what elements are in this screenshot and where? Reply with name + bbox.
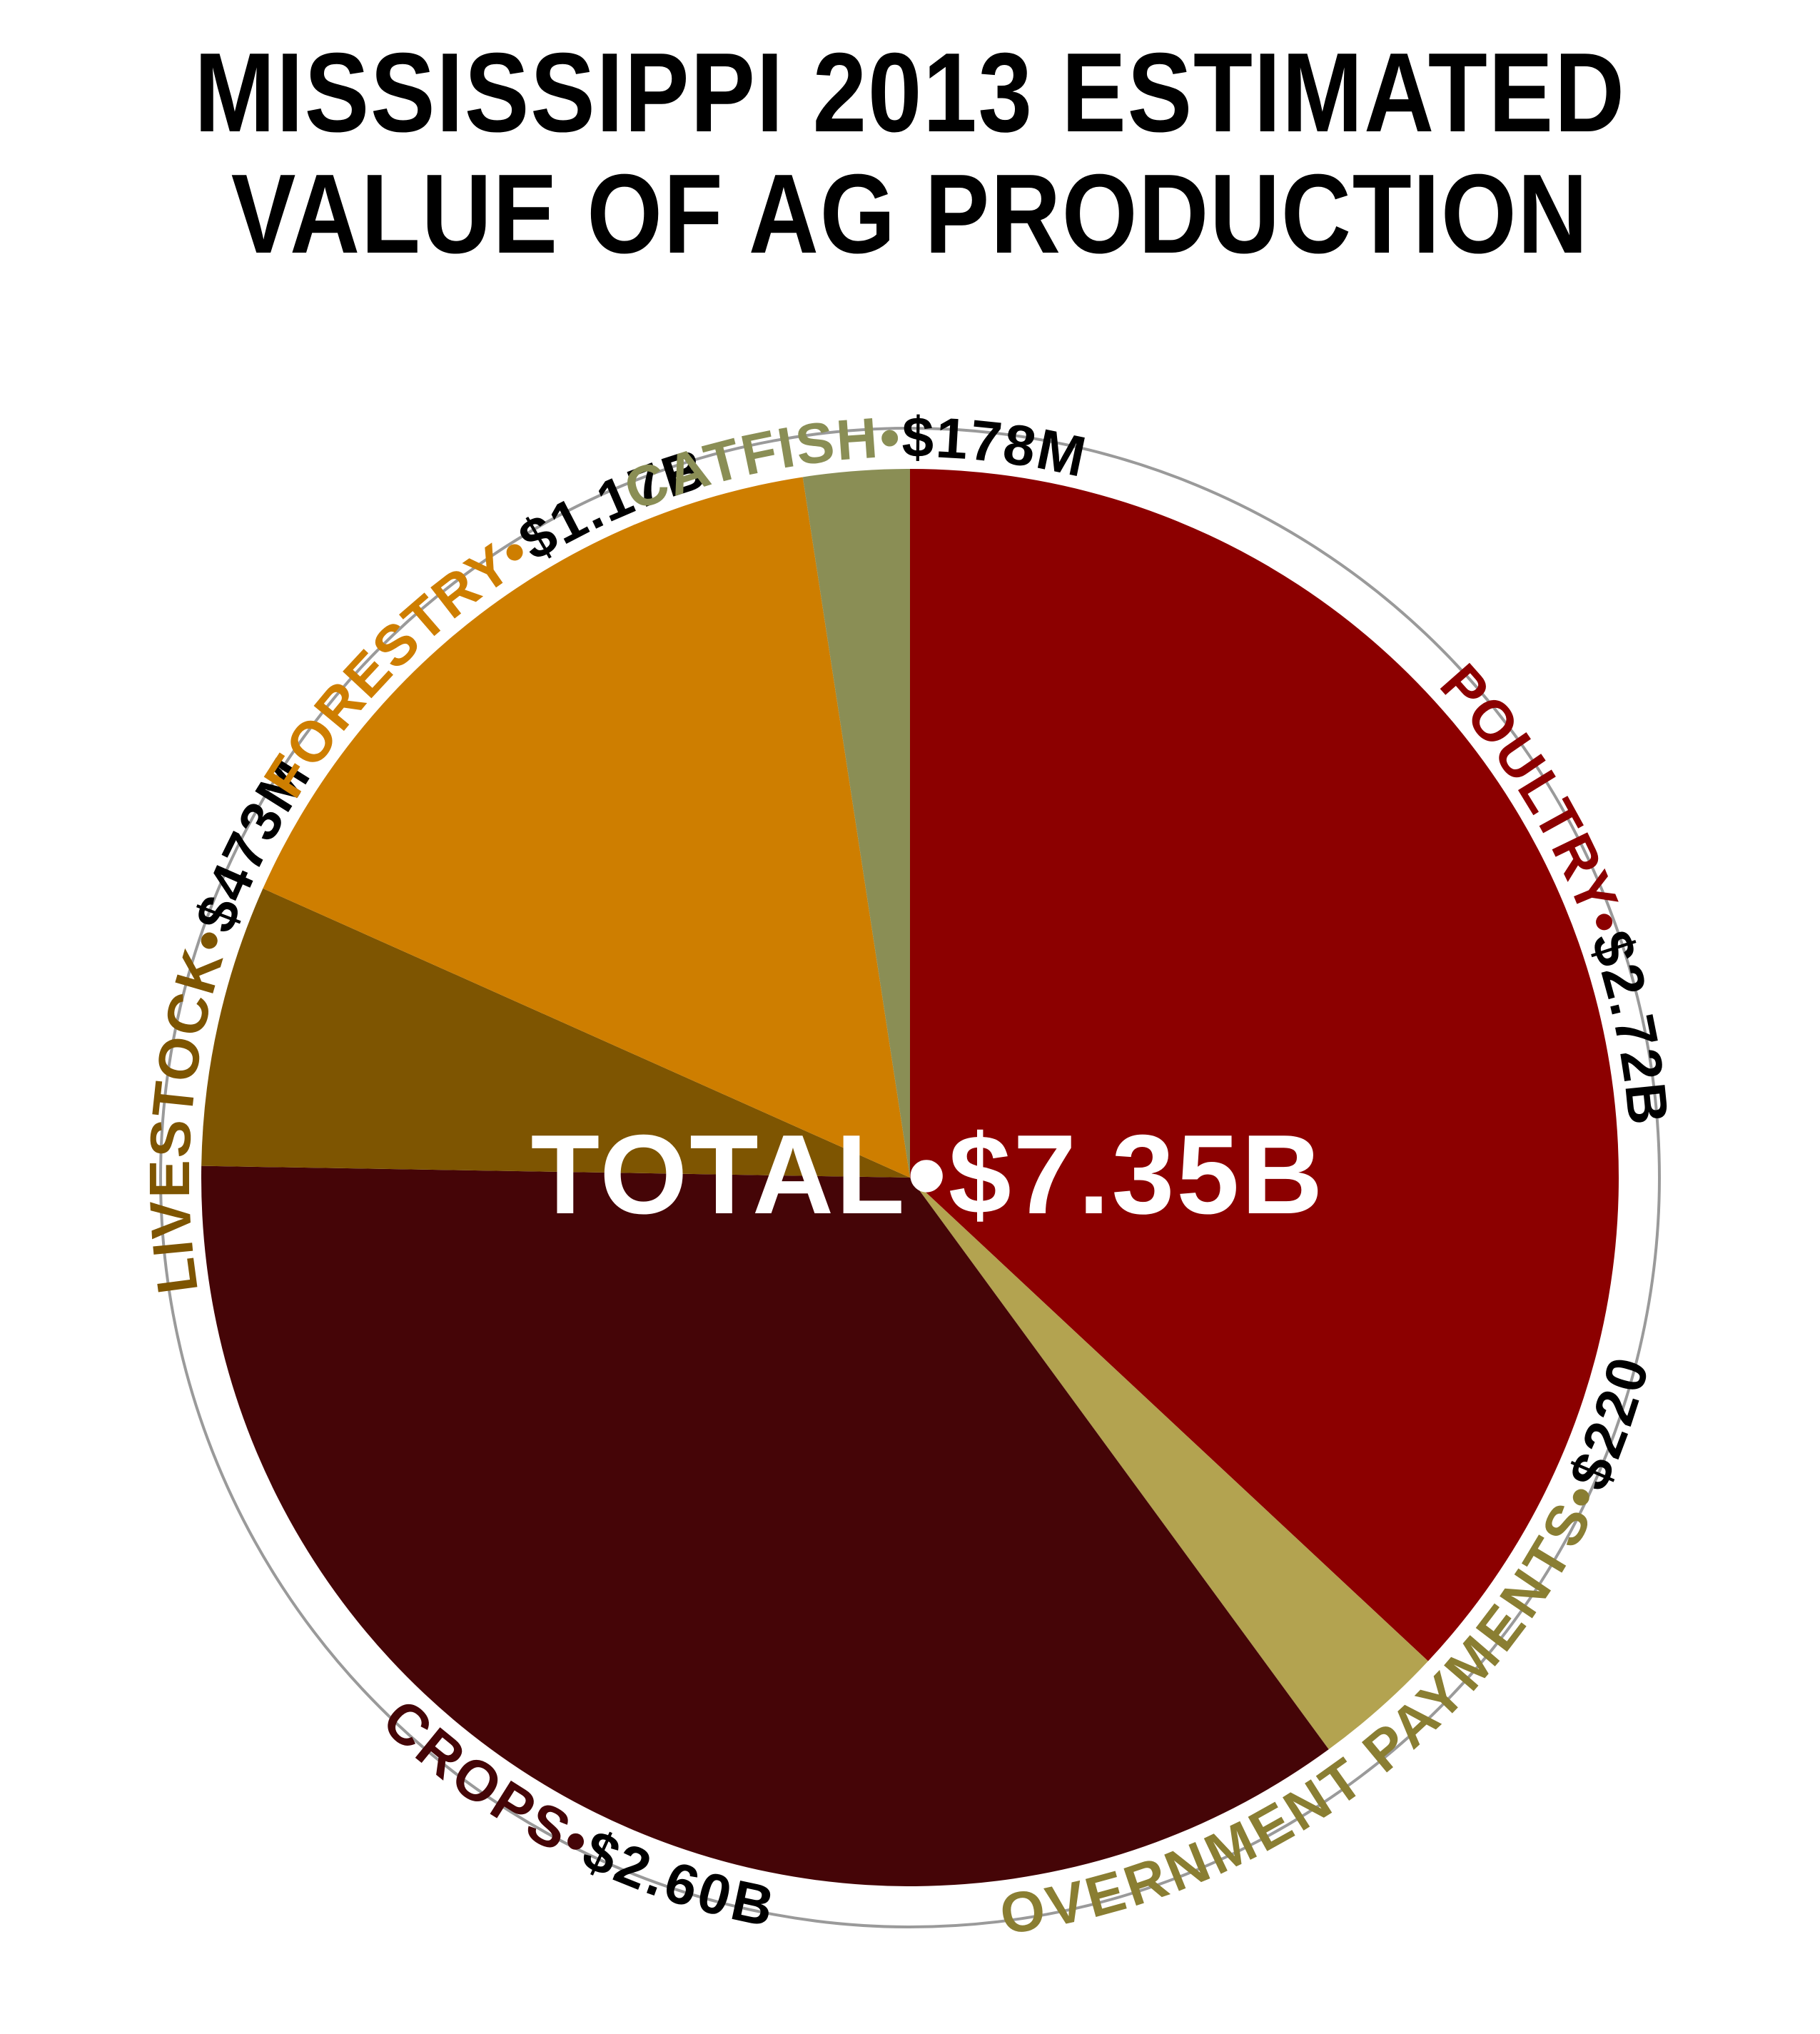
pie-slice-poultry — [910, 469, 1619, 1661]
pie-slices — [201, 469, 1619, 1886]
chart-title-line-1: MISSISSIPPI 2013 ESTIMATED — [194, 30, 1626, 156]
pie-slice-crops — [201, 1165, 1329, 1886]
pie-slice-forestry — [263, 477, 910, 1178]
pie-slice-catfish — [802, 469, 910, 1178]
pie-slice-livestock — [201, 888, 910, 1178]
total-label: TOTAL•$7.35B — [531, 1112, 1325, 1238]
chart-title-line-2: VALUE OF AG PRODUCTION — [231, 151, 1589, 277]
chart-title: MISSISSIPPI 2013 ESTIMATED VALUE OF AG P… — [128, 32, 1693, 275]
pie-slice-government-payments — [910, 1178, 1428, 1750]
slice-separator: • — [879, 405, 901, 470]
